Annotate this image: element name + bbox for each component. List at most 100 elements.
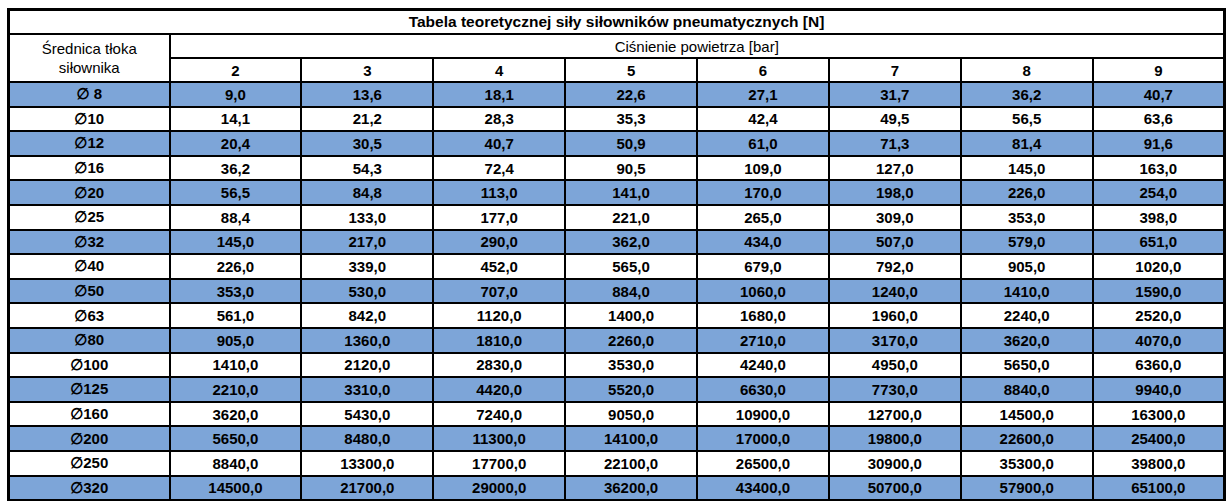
table-row: ∅2588,4133,0177,0221,0265,0309,0353,0398… bbox=[9, 205, 1225, 230]
diameter-cell: ∅50 bbox=[9, 279, 170, 304]
force-value-cell: 81,4 bbox=[961, 131, 1093, 156]
force-value-cell: 30900,0 bbox=[829, 451, 961, 476]
force-value-cell: 57900,0 bbox=[961, 476, 1093, 501]
force-value-cell: 1410,0 bbox=[170, 353, 302, 378]
force-value-cell: 90,5 bbox=[565, 156, 697, 181]
force-value-cell: 579,0 bbox=[961, 230, 1093, 255]
diameter-cell: ∅160 bbox=[9, 402, 170, 427]
force-value-cell: 84,8 bbox=[301, 180, 433, 205]
force-value-cell: 49,5 bbox=[829, 107, 961, 132]
force-value-cell: 163,0 bbox=[1093, 156, 1225, 181]
table-row: ∅1636,254,372,490,5109,0127,0145,0163,0 bbox=[9, 156, 1225, 181]
force-value-cell: 19800,0 bbox=[829, 426, 961, 451]
force-value-cell: 3170,0 bbox=[829, 328, 961, 353]
force-value-cell: 198,0 bbox=[829, 180, 961, 205]
force-value-cell: 12700,0 bbox=[829, 402, 961, 427]
force-value-cell: 35300,0 bbox=[961, 451, 1093, 476]
force-value-cell: 40,7 bbox=[433, 131, 565, 156]
force-value-cell: 30,5 bbox=[301, 131, 433, 156]
pressure-header-cell: 4 bbox=[433, 58, 565, 82]
diameter-cell: ∅320 bbox=[9, 476, 170, 501]
table-row: ∅1001410,02120,02830,03530,04240,04950,0… bbox=[9, 353, 1225, 378]
force-value-cell: 1680,0 bbox=[697, 303, 829, 328]
force-value-cell: 9940,0 bbox=[1093, 377, 1225, 402]
force-value-cell: 36200,0 bbox=[565, 476, 697, 501]
force-value-cell: 61,0 bbox=[697, 131, 829, 156]
force-value-cell: 26500,0 bbox=[697, 451, 829, 476]
force-value-cell: 2120,0 bbox=[301, 353, 433, 378]
force-value-cell: 2210,0 bbox=[170, 377, 302, 402]
force-value-cell: 707,0 bbox=[433, 279, 565, 304]
force-value-cell: 362,0 bbox=[565, 230, 697, 255]
table-row: ∅1014,121,228,335,342,449,556,563,6 bbox=[9, 107, 1225, 132]
force-value-cell: 22100,0 bbox=[565, 451, 697, 476]
pressure-group-header: Ciśnienie powietrza [bar] bbox=[170, 34, 1225, 58]
force-value-cell: 905,0 bbox=[961, 254, 1093, 279]
force-value-cell: 1060,0 bbox=[697, 279, 829, 304]
diameter-cell: ∅16 bbox=[9, 156, 170, 181]
force-value-cell: 217,0 bbox=[301, 230, 433, 255]
force-value-cell: 5430,0 bbox=[301, 402, 433, 427]
table-row: ∅1603620,05430,07240,09050,010900,012700… bbox=[9, 402, 1225, 427]
diameter-column-header: Średnica tłoka siłownika bbox=[9, 34, 170, 82]
force-value-cell: 226,0 bbox=[961, 180, 1093, 205]
table-row: ∅2508840,013300,017700,022100,026500,030… bbox=[9, 451, 1225, 476]
pneumatic-force-table-page: Tabela teoretycznej siły siłowników pneu… bbox=[0, 0, 1232, 501]
force-value-cell: 56,5 bbox=[170, 180, 302, 205]
force-value-cell: 2260,0 bbox=[565, 328, 697, 353]
force-value-cell: 353,0 bbox=[961, 205, 1093, 230]
force-value-cell: 36,2 bbox=[961, 82, 1093, 107]
force-value-cell: 507,0 bbox=[829, 230, 961, 255]
table-row: ∅2056,584,8113,0141,0170,0198,0226,0254,… bbox=[9, 180, 1225, 205]
force-value-cell: 14100,0 bbox=[565, 426, 697, 451]
force-value-cell: 792,0 bbox=[829, 254, 961, 279]
force-value-cell: 40,7 bbox=[1093, 82, 1225, 107]
pressure-header-cell: 3 bbox=[301, 58, 433, 82]
force-value-cell: 1590,0 bbox=[1093, 279, 1225, 304]
force-value-cell: 71,3 bbox=[829, 131, 961, 156]
force-value-cell: 21,2 bbox=[301, 107, 433, 132]
force-value-cell: 565,0 bbox=[565, 254, 697, 279]
force-value-cell: 50700,0 bbox=[829, 476, 961, 501]
force-value-cell: 177,0 bbox=[433, 205, 565, 230]
force-value-cell: 4420,0 bbox=[433, 377, 565, 402]
force-value-cell: 145,0 bbox=[961, 156, 1093, 181]
force-value-cell: 7730,0 bbox=[829, 377, 961, 402]
table-title: Tabela teoretycznej siły siłowników pneu… bbox=[9, 10, 1225, 35]
pressure-header-cell: 8 bbox=[961, 58, 1093, 82]
force-value-cell: 1240,0 bbox=[829, 279, 961, 304]
diameter-cell: ∅200 bbox=[9, 426, 170, 451]
force-value-cell: 141,0 bbox=[565, 180, 697, 205]
force-value-cell: 2830,0 bbox=[433, 353, 565, 378]
diameter-header-line2: siłownika bbox=[59, 59, 120, 76]
diameter-cell: ∅25 bbox=[9, 205, 170, 230]
diameter-cell: ∅250 bbox=[9, 451, 170, 476]
force-value-cell: 254,0 bbox=[1093, 180, 1225, 205]
force-value-cell: 36,2 bbox=[170, 156, 302, 181]
force-value-cell: 290,0 bbox=[433, 230, 565, 255]
force-value-cell: 5650,0 bbox=[961, 353, 1093, 378]
force-value-cell: 221,0 bbox=[565, 205, 697, 230]
force-value-cell: 17000,0 bbox=[697, 426, 829, 451]
force-value-cell: 127,0 bbox=[829, 156, 961, 181]
diameter-cell: ∅20 bbox=[9, 180, 170, 205]
force-value-cell: 2240,0 bbox=[961, 303, 1093, 328]
table-row: ∅80905,01360,01810,02260,02710,03170,036… bbox=[9, 328, 1225, 353]
force-value-cell: 8480,0 bbox=[301, 426, 433, 451]
force-value-cell: 8840,0 bbox=[961, 377, 1093, 402]
force-value-cell: 13300,0 bbox=[301, 451, 433, 476]
force-value-cell: 1960,0 bbox=[829, 303, 961, 328]
force-value-cell: 88,4 bbox=[170, 205, 302, 230]
force-value-cell: 679,0 bbox=[697, 254, 829, 279]
force-value-cell: 226,0 bbox=[170, 254, 302, 279]
force-value-cell: 27,1 bbox=[697, 82, 829, 107]
force-value-cell: 842,0 bbox=[301, 303, 433, 328]
force-value-cell: 353,0 bbox=[170, 279, 302, 304]
force-value-cell: 884,0 bbox=[565, 279, 697, 304]
force-value-cell: 63,6 bbox=[1093, 107, 1225, 132]
force-value-cell: 905,0 bbox=[170, 328, 302, 353]
force-value-cell: 2520,0 bbox=[1093, 303, 1225, 328]
diameter-cell: ∅100 bbox=[9, 353, 170, 378]
force-value-cell: 309,0 bbox=[829, 205, 961, 230]
force-value-cell: 170,0 bbox=[697, 180, 829, 205]
